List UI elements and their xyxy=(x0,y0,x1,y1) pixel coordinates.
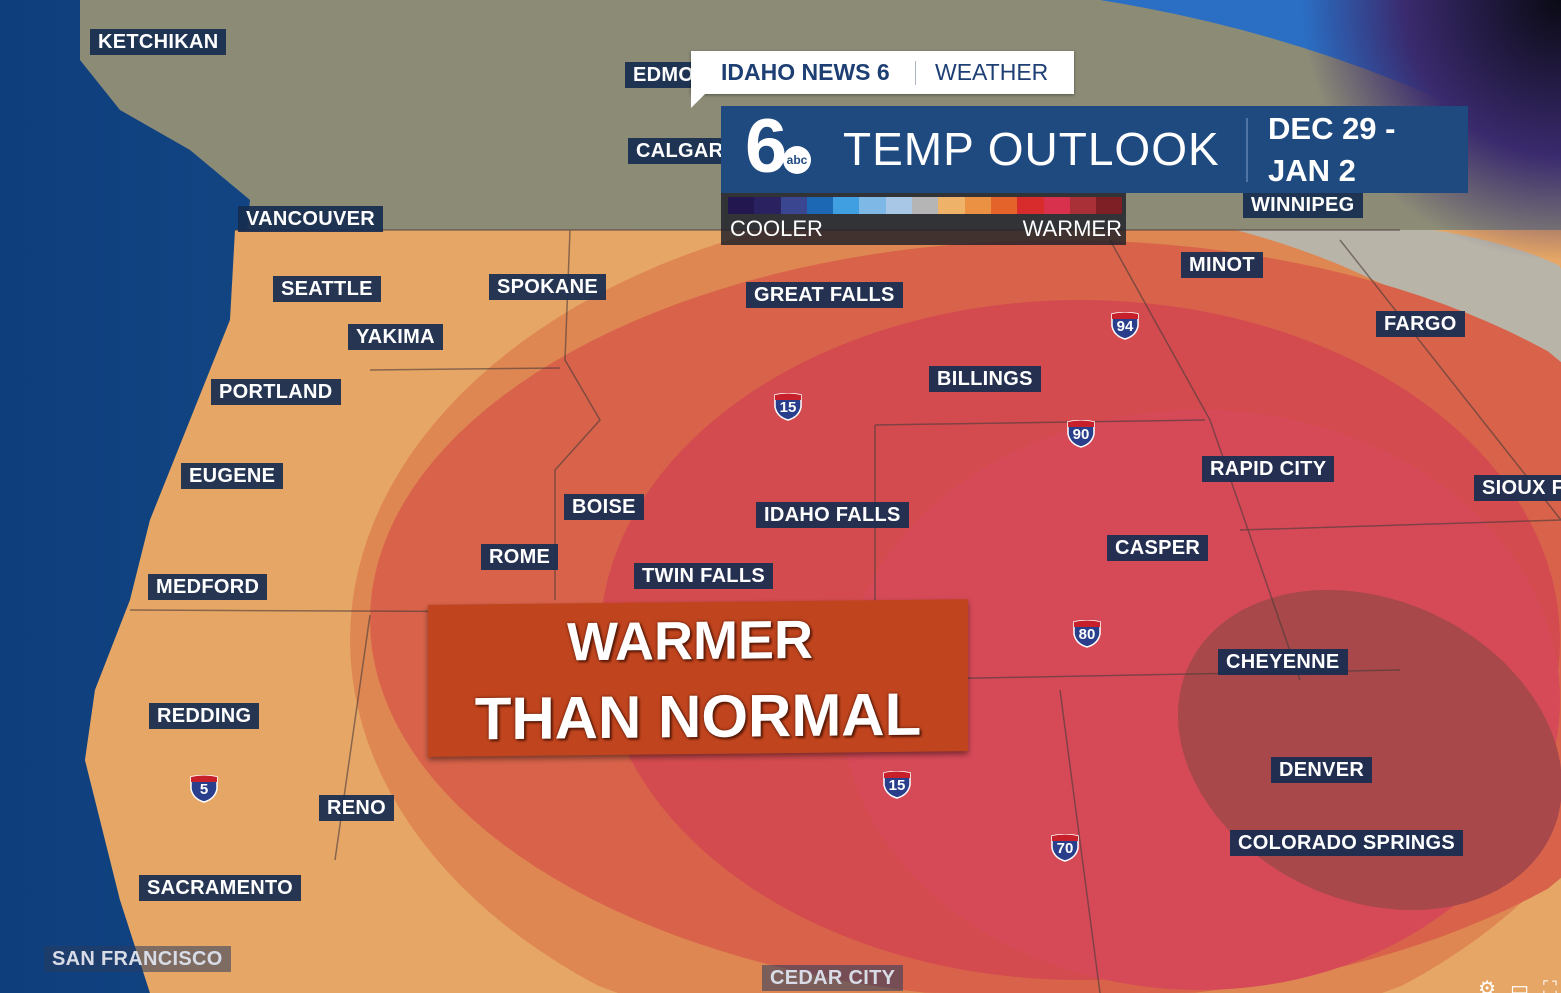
legend-cooler-label: COOLER xyxy=(730,216,823,241)
station-name: IDAHO NEWS 6 xyxy=(721,59,890,85)
legend-swatch xyxy=(833,197,860,214)
legend-swatch xyxy=(938,197,965,214)
section-name: WEATHER xyxy=(935,59,1049,85)
speech-tail xyxy=(691,94,705,108)
player-controls: ⚙ ▭ ⛶ xyxy=(1478,979,1557,993)
city-label: WINNIPEG xyxy=(1243,192,1363,218)
city-label: VANCOUVER xyxy=(238,206,384,232)
city-label: REDDING xyxy=(149,703,260,729)
city-label: BILLINGS xyxy=(929,366,1041,392)
svg-text:abc: abc xyxy=(787,153,808,167)
interstate-number: 94 xyxy=(1116,318,1134,335)
banner-line1: WARMER xyxy=(567,609,813,673)
interstate-shield-icon: 80 xyxy=(1072,620,1102,648)
interstate-shield-icon: 94 xyxy=(1110,312,1140,340)
city-label: KETCHIKAN xyxy=(90,29,227,55)
interstate-number: 90 xyxy=(1072,426,1090,443)
abc6-logo: 6 abc xyxy=(745,110,811,186)
city-label: SAN FRANCISCO xyxy=(44,946,231,972)
legend-swatch xyxy=(754,197,781,214)
legend-swatch xyxy=(1096,197,1123,214)
svg-text:6: 6 xyxy=(745,110,787,186)
legend-warmer-label: WARMER xyxy=(1022,216,1122,241)
city-label: MEDFORD xyxy=(148,574,268,600)
legend-swatch xyxy=(990,197,1018,214)
picture-in-picture-icon[interactable]: ▭ xyxy=(1510,979,1529,993)
legend-swatch xyxy=(1043,197,1070,214)
city-label: EUGENE xyxy=(181,463,284,489)
banner-line2: THAN NORMAL xyxy=(474,680,922,753)
interstate-shield-icon: 90 xyxy=(1066,420,1096,448)
city-label: DENVER xyxy=(1271,757,1373,783)
city-label: SIOUX FALLS xyxy=(1474,475,1561,501)
city-label: YAKIMA xyxy=(348,324,443,350)
legend-swatch xyxy=(806,197,834,214)
legend-swatches xyxy=(728,197,1123,214)
station-branding: IDAHO NEWS 6 WEATHER xyxy=(691,51,1074,108)
city-label: CHEYENNE xyxy=(1218,649,1348,675)
outlook-banner: WARMER THAN NORMAL xyxy=(428,599,968,757)
legend-swatch xyxy=(780,197,807,214)
date-start: DEC 29 - xyxy=(1268,111,1396,146)
city-label: BOISE xyxy=(564,494,644,520)
date-end: JAN 2 xyxy=(1268,153,1356,188)
city-label: ROME xyxy=(481,544,559,570)
interstate-number: 5 xyxy=(199,781,209,798)
city-label: PORTLAND xyxy=(211,379,341,405)
fullscreen-icon[interactable]: ⛶ xyxy=(1543,979,1557,993)
interstate-number: 15 xyxy=(779,399,797,416)
city-label: IDAHO FALLS xyxy=(756,502,909,528)
interstate-shield-icon: 5 xyxy=(189,775,219,803)
divider xyxy=(915,61,916,85)
city-label: FARGO xyxy=(1376,311,1465,337)
title-panel: 6 abc TEMP OUTLOOK DEC 29 - JAN 2 xyxy=(721,106,1468,193)
interstate-number: 70 xyxy=(1056,840,1074,857)
city-label: RAPID CITY xyxy=(1202,456,1335,482)
date-range: DEC 29 - JAN 2 xyxy=(1268,108,1395,192)
city-label: RENO xyxy=(319,795,394,821)
city-label: COLORADO SPRINGS xyxy=(1230,830,1464,856)
interstate-number: 80 xyxy=(1078,626,1096,643)
city-label: GREAT FALLS xyxy=(746,282,903,308)
color-legend: COOLER WARMER xyxy=(721,193,1126,245)
legend-swatch xyxy=(1069,197,1097,214)
interstate-shield-icon: 15 xyxy=(773,393,803,421)
legend-swatch xyxy=(885,197,913,214)
page-title: TEMP OUTLOOK xyxy=(843,123,1220,175)
city-label: TWIN FALLS xyxy=(634,563,773,589)
settings-icon[interactable]: ⚙ xyxy=(1478,979,1497,993)
legend-swatch xyxy=(728,197,755,214)
city-label: CASPER xyxy=(1107,535,1209,561)
interstate-number: 15 xyxy=(888,777,906,794)
legend-swatch xyxy=(859,197,886,214)
city-label: CEDAR CITY xyxy=(762,965,904,991)
legend-swatch xyxy=(1017,197,1044,214)
interstate-shield-icon: 70 xyxy=(1050,834,1080,862)
city-label: MINOT xyxy=(1181,252,1263,278)
divider xyxy=(1246,118,1248,182)
legend-swatch xyxy=(964,197,991,214)
legend-swatch xyxy=(912,197,939,214)
city-label: SACRAMENTO xyxy=(139,875,301,901)
city-label: SEATTLE xyxy=(273,276,381,302)
interstate-shield-icon: 15 xyxy=(882,771,912,799)
city-label: SPOKANE xyxy=(489,274,607,300)
